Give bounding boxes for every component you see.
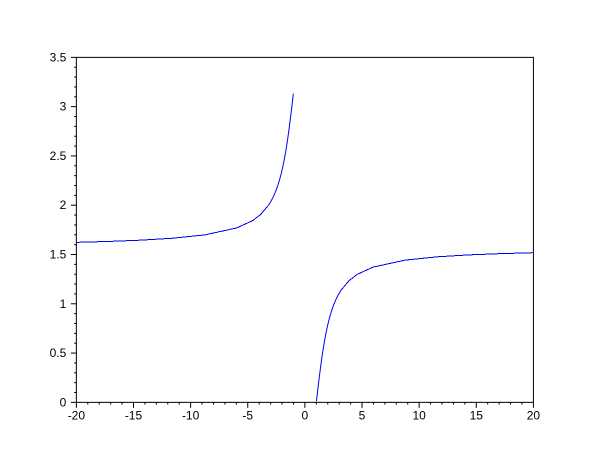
svg-text:0: 0 (60, 395, 67, 409)
svg-text:0: 0 (302, 408, 309, 422)
svg-text:2.5: 2.5 (50, 149, 67, 163)
svg-text:-5: -5 (242, 408, 253, 422)
svg-text:20: 20 (527, 408, 541, 422)
svg-text:-20: -20 (68, 408, 86, 422)
svg-text:3.5: 3.5 (50, 50, 67, 64)
svg-text:1: 1 (60, 297, 67, 311)
svg-text:10: 10 (412, 408, 426, 422)
svg-text:1.5: 1.5 (50, 248, 67, 262)
svg-text:-15: -15 (125, 408, 143, 422)
svg-text:5: 5 (359, 408, 366, 422)
svg-text:15: 15 (470, 408, 484, 422)
svg-text:-10: -10 (182, 408, 200, 422)
svg-text:3: 3 (60, 100, 67, 114)
svg-text:0.5: 0.5 (50, 346, 67, 360)
svg-text:2: 2 (60, 198, 67, 212)
